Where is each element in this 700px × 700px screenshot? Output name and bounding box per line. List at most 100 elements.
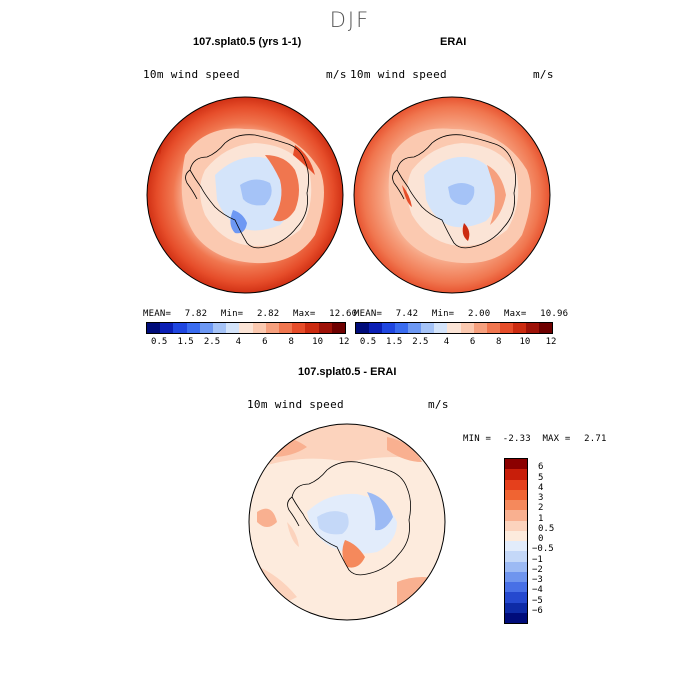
panel-variable-diff: 10m wind speed xyxy=(247,398,344,411)
colorbar-tick-label: 2.5 xyxy=(412,337,429,347)
colorbar-tick-label: 5 xyxy=(538,472,544,483)
stats-diff-min: -2.33 xyxy=(502,434,531,444)
colorbar-diff-ticks: 6 5 4 3 2 1 0.5 0 −0.5 −1 −2 −3 −4 −5 −6 xyxy=(532,458,572,622)
colorbar-swatch xyxy=(499,323,513,333)
colorbar-tick-label: −3 xyxy=(532,575,543,585)
map-obs-wind-speed xyxy=(353,96,551,294)
colorbar-swatch xyxy=(505,510,527,521)
colorbar-swatch xyxy=(265,323,280,333)
colorbar-swatch xyxy=(473,323,487,333)
colorbar-swatch xyxy=(505,551,527,562)
stats-model-mean-label: MEAN= xyxy=(143,309,172,319)
colorbar-swatch xyxy=(486,323,500,333)
colorbar-tick-label: −6 xyxy=(532,605,543,616)
colorbar-tick-label: 2 xyxy=(538,503,544,514)
panel-variable-obs: 10m wind speed xyxy=(350,68,447,81)
colorbar-swatch xyxy=(512,323,526,333)
colorbar-swatch xyxy=(199,323,214,333)
colorbar-tick-label: 4 xyxy=(538,482,544,493)
stats-obs-min: 2.00 xyxy=(467,309,491,319)
colorbar-swatch xyxy=(382,323,396,333)
colorbar-swatch xyxy=(505,561,527,572)
colorbar-tick-label: 1 xyxy=(538,513,544,524)
colorbar-swatch xyxy=(505,612,527,623)
map-model-wind-speed xyxy=(146,96,344,294)
stats-model-mean: 7.82 xyxy=(184,309,208,319)
colorbar-swatch xyxy=(186,323,200,333)
colorbar-swatch xyxy=(505,489,527,500)
colorbar-tick-label: 0 xyxy=(538,534,544,544)
colorbar-tick-label: 8 xyxy=(496,337,502,347)
colorbar-model xyxy=(146,322,346,334)
colorbar-tick-label: 12 xyxy=(545,337,557,347)
stats-model-max: 12.60 xyxy=(329,309,358,319)
panel-units-model: m/s xyxy=(326,68,347,81)
stats-model: MEAN= 7.82 Min= 2.82 Max= 12.60 xyxy=(143,309,357,319)
colorbar-swatch xyxy=(292,323,306,333)
colorbar-swatch xyxy=(226,323,240,333)
colorbar-swatch xyxy=(239,323,253,333)
colorbar-tick-label: 4 xyxy=(443,337,450,347)
colorbar-tick-label: −1 xyxy=(532,554,543,565)
colorbar-swatch xyxy=(505,602,527,613)
colorbar-swatch xyxy=(505,520,527,531)
panel-title-diff: 107.splat0.5 - ERAI xyxy=(298,366,397,378)
colorbar-swatch xyxy=(173,323,187,333)
figure-title: DJF xyxy=(329,8,371,32)
colorbar-swatch xyxy=(147,323,161,333)
colorbar-tick-label: 0.5 xyxy=(151,337,168,347)
colorbar-tick-label: 12 xyxy=(338,337,350,347)
colorbar-tick-label: −5 xyxy=(532,595,543,606)
colorbar-swatch xyxy=(213,323,227,333)
colorbar-tick-label: −4 xyxy=(532,585,543,596)
stats-obs: MEAN= 7.42 Min= 2.00 Max= 10.96 xyxy=(354,309,568,319)
panel-title-model: 107.splat0.5 (yrs 1-1) xyxy=(193,36,302,48)
colorbar-tick-label: 1.5 xyxy=(386,337,403,347)
stats-model-min: 2.82 xyxy=(256,309,280,319)
panel-title-obs: ERAI xyxy=(440,36,467,48)
stats-diff-max: 2.71 xyxy=(584,434,607,444)
colorbar-swatch xyxy=(505,592,527,603)
colorbar-tick-label: 0.5 xyxy=(538,523,555,534)
colorbar-swatch xyxy=(252,323,266,333)
colorbar-tick-label: −0.5 xyxy=(532,544,554,555)
colorbar-tick-label: 1.5 xyxy=(177,337,194,347)
colorbar-swatch xyxy=(356,323,370,333)
colorbar-tick-label: 6 xyxy=(469,337,476,347)
colorbar-obs xyxy=(355,322,553,334)
colorbar-swatch xyxy=(505,541,527,552)
colorbar-swatch xyxy=(369,323,383,333)
colorbar-tick-label: 6 xyxy=(538,462,544,473)
panel-units-diff: m/s xyxy=(428,398,449,411)
colorbar-swatch xyxy=(447,323,461,333)
stats-model-max-label: Max= xyxy=(293,309,316,319)
panel-units-obs: m/s xyxy=(533,68,554,81)
colorbar-swatch xyxy=(505,469,527,480)
colorbar-swatch xyxy=(538,323,552,333)
colorbar-tick-label: 2.5 xyxy=(203,337,221,347)
colorbar-swatch xyxy=(505,459,527,470)
colorbar-swatch xyxy=(395,323,409,333)
stats-obs-max: 10.96 xyxy=(540,309,569,319)
colorbar-tick-label: 10 xyxy=(312,337,324,347)
colorbar-tick-label: 10 xyxy=(519,337,531,347)
colorbar-model-ticks: 0.5 1.5 2.5 4 6 8 10 12 xyxy=(146,337,349,349)
colorbar-swatch xyxy=(160,323,174,333)
colorbar-tick-label: −2 xyxy=(532,564,543,575)
colorbar-swatch xyxy=(331,323,346,333)
panel-variable-model: 10m wind speed xyxy=(143,68,240,81)
colorbar-tick-label: 4 xyxy=(235,337,242,347)
stats-model-min-label: Min= xyxy=(220,309,244,319)
colorbar-tick-label: 8 xyxy=(288,337,294,347)
colorbar-swatch xyxy=(318,323,332,333)
colorbar-obs-ticks: 0.5 1.5 2.5 4 6 8 10 12 xyxy=(355,337,556,349)
colorbar-swatch xyxy=(505,530,527,541)
stats-diff-min-label: MIN = xyxy=(463,434,492,444)
stats-obs-mean-label: MEAN= xyxy=(354,309,383,319)
colorbar-swatch xyxy=(279,323,293,333)
colorbar-diff xyxy=(504,458,528,624)
colorbar-swatch xyxy=(505,582,527,593)
stats-obs-min-label: Min= xyxy=(431,309,455,319)
colorbar-swatch xyxy=(421,323,435,333)
stats-diff-max-label: MAX = xyxy=(542,434,571,444)
